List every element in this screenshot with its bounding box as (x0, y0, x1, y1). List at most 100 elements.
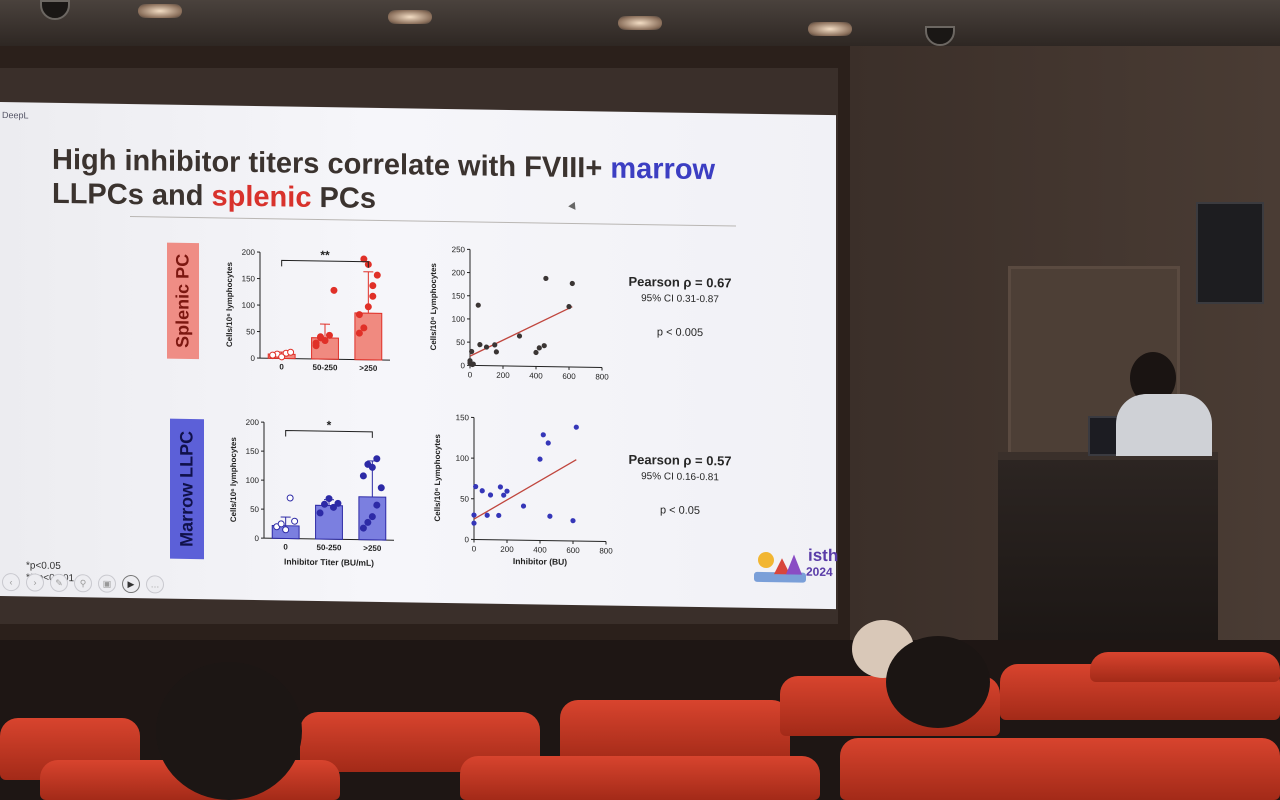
data-point (359, 524, 367, 532)
scatter-point (496, 512, 502, 519)
zoom-icon[interactable]: ⚲ (74, 574, 92, 593)
x-tick-label: 0 (472, 544, 477, 553)
subtitle-icon[interactable]: ▣ (98, 574, 116, 593)
data-point (369, 292, 377, 300)
scatter-point (516, 333, 523, 339)
data-point (312, 339, 320, 347)
data-point (364, 303, 372, 311)
x-tick-label: 0 (283, 542, 288, 551)
marrow-scatter-chart: 0 50 100 150 0 200 400 600 800 Cells/10⁶ Lymphocy… (430, 409, 620, 568)
audience-head (156, 662, 302, 800)
x-tick-label: 800 (595, 372, 609, 381)
scatter-point (473, 484, 479, 490)
scatter-point (541, 343, 547, 349)
auditorium-seat (560, 700, 790, 762)
x-axis-label: Inhibitor Titer (BU/mL) (284, 556, 374, 567)
significance-bracket (281, 259, 369, 268)
significance-label: ** (320, 248, 330, 262)
data-point (325, 495, 333, 503)
data-point (316, 509, 324, 517)
pen-icon[interactable]: ✎ (50, 573, 68, 593)
side-label-marrow: Marrow LLPC (170, 418, 204, 560)
y-tick-label: 200 (246, 418, 260, 427)
more-icon[interactable]: … (146, 575, 164, 594)
splenic-stats: Pearson ρ = 0.67 95% CI 0.31-0.87 p < 0.… (618, 274, 742, 340)
auditorium-seat (1090, 652, 1280, 682)
side-label-splenic: Splenic PC (167, 242, 199, 360)
x-tick-label: 50-250 (313, 363, 338, 372)
app-label: DeepL (2, 110, 29, 121)
marrow-pearson: Pearson ρ = 0.57 (628, 451, 732, 469)
scatter-point (471, 512, 477, 518)
scatter-point (477, 342, 483, 348)
scatter-point (487, 492, 494, 498)
data-point (355, 329, 363, 337)
x-tick-label: 50-250 (317, 543, 342, 552)
footnote-p05: *p<0.05 (26, 560, 61, 572)
data-point (360, 324, 368, 332)
marrow-p: p < 0.05 (659, 504, 701, 517)
significance-label: * (327, 418, 332, 432)
data-point (359, 472, 367, 480)
y-axis-label: Cells/10⁶ Lymphocytes (429, 262, 438, 350)
x-tick-label: 600 (566, 546, 580, 555)
scatter-point (484, 512, 490, 518)
data-point (355, 311, 363, 319)
scatter-point (533, 349, 539, 356)
splenic-ci: 95% CI 0.31-0.87 (641, 293, 719, 306)
data-point (286, 494, 294, 502)
scatter-point (540, 432, 546, 438)
data-point (368, 513, 376, 521)
data-point (368, 463, 376, 471)
data-point (325, 331, 333, 339)
audience-head (886, 636, 990, 728)
scatter-point (470, 361, 476, 367)
x-tick-label: 600 (562, 372, 576, 381)
forward-icon[interactable]: › (26, 573, 44, 592)
scatter-point (493, 349, 500, 355)
auditorium-seat (840, 738, 1280, 800)
y-tick-label: 100 (242, 301, 256, 310)
scatter-point (570, 518, 576, 524)
regression-line (469, 306, 573, 357)
x-tick-label: 800 (599, 546, 613, 555)
slide-title: High inhibitor titers correlate with FVI… (52, 143, 792, 223)
y-axis-label: Cells/10⁶ lymphocytes (225, 261, 234, 347)
scatter-point (483, 344, 490, 350)
scatter-point (497, 484, 504, 490)
data-point (360, 255, 368, 263)
y-tick-label: 150 (452, 291, 466, 300)
isth-logo (754, 552, 806, 583)
data-point (277, 520, 285, 528)
x-axis-label: Inhibitor (BU) (513, 556, 567, 567)
scatter-point (543, 275, 549, 282)
y-tick-label: 200 (452, 268, 466, 277)
data-point (278, 353, 286, 361)
splenic-p: p < 0.005 (656, 326, 704, 340)
security-camera-icon (40, 0, 70, 20)
wall-speaker (1196, 202, 1264, 304)
x-tick-label: 0 (468, 370, 473, 379)
scatter-point (475, 302, 481, 308)
auditorium-seat (460, 756, 820, 800)
x-axis (474, 538, 606, 543)
y-axis-label: Cells/10⁶ lymphocytes (229, 437, 238, 523)
scatter-point (566, 304, 572, 310)
camera-icon[interactable]: ▶ (122, 574, 140, 594)
y-axis-label: Cells/10⁶ Lymphocytes (433, 434, 442, 522)
y-tick-label: 100 (452, 315, 466, 324)
isth-year: 2024 (806, 564, 833, 580)
splenic-pearson: Pearson ρ = 0.67 (628, 273, 732, 291)
data-point (321, 337, 329, 345)
scatter-point (479, 488, 485, 494)
y-tick-label: 0 (251, 354, 256, 363)
back-icon[interactable]: ‹ (2, 573, 20, 592)
y-tick-label: 0 (465, 535, 470, 544)
data-point (269, 351, 277, 359)
marrow-bar-chart: 0 50 100 150 200 Cells/10⁶ lymphocytes 0 50-250… (226, 414, 402, 571)
scatter-point (536, 345, 542, 351)
slide: DeepL High inhibitor titers correlate wi… (0, 102, 838, 610)
y-tick-label: 250 (452, 245, 466, 254)
data-point (287, 348, 295, 356)
